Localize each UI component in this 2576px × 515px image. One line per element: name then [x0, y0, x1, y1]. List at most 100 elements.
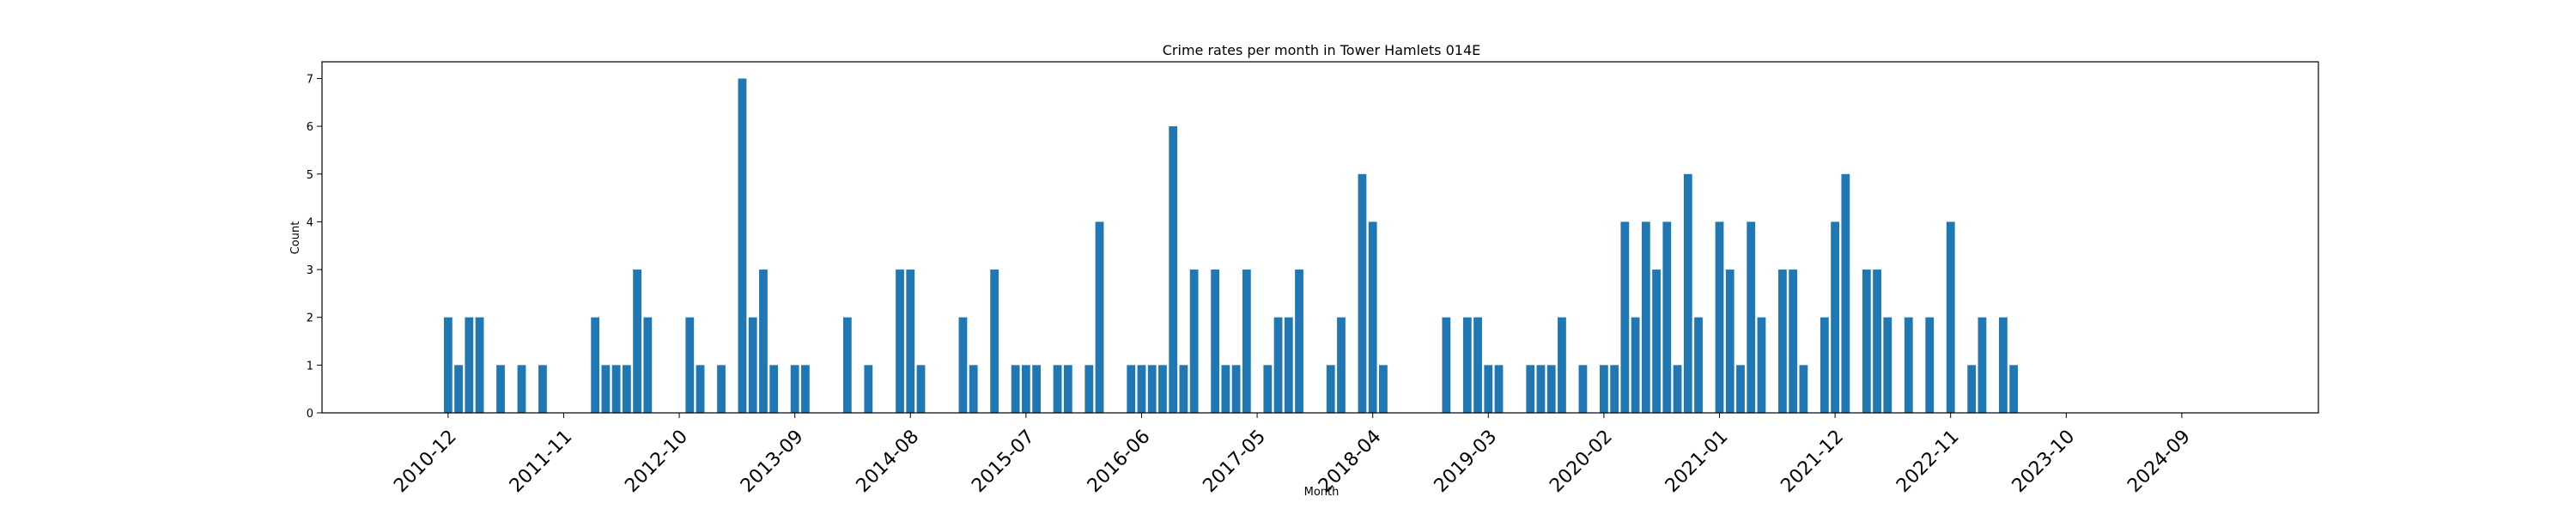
- xtick-label: 2023-10: [2008, 426, 2080, 497]
- bar-2011-02: [465, 317, 474, 413]
- bar-2012-04: [611, 365, 621, 413]
- bar-2019-08: [1536, 365, 1546, 413]
- bar-2021-03: [1736, 365, 1745, 413]
- bar-2020-07: [1652, 270, 1661, 413]
- bar-2013-04: [738, 78, 747, 413]
- bar-2020-09: [1673, 365, 1682, 413]
- ytick-label: 7: [307, 73, 313, 86]
- bar-2015-08: [1032, 365, 1041, 413]
- bar-2015-07: [1021, 365, 1030, 413]
- bar-2015-04: [990, 270, 999, 413]
- bar-2010-12: [443, 317, 453, 413]
- bar-2012-02: [591, 317, 600, 413]
- bar-2016-08: [1158, 365, 1167, 413]
- bar-2015-10: [1053, 365, 1062, 413]
- bar-2019-01: [1462, 317, 1472, 413]
- bar-2018-04: [1368, 221, 1377, 413]
- bar-2023-01: [1967, 365, 1977, 413]
- bar-2020-11: [1694, 317, 1703, 413]
- bar-2013-05: [748, 317, 757, 413]
- xtick-label: 2021-12: [1777, 426, 1848, 497]
- bar-2015-01: [958, 317, 968, 413]
- bar-2012-06: [633, 270, 641, 413]
- bar-2020-05: [1631, 317, 1640, 413]
- bar-2016-09: [1169, 126, 1178, 413]
- bar-2016-07: [1147, 365, 1157, 413]
- ytick-label: 2: [307, 312, 313, 325]
- bars: [443, 78, 2019, 413]
- bar-2011-07: [517, 365, 526, 413]
- bar-2014-04: [864, 365, 873, 413]
- bar-2016-10: [1179, 365, 1188, 413]
- ytick-label: 0: [307, 408, 313, 421]
- bar-2013-09: [790, 365, 799, 413]
- bar-2021-08: [1789, 270, 1798, 413]
- xtick-label: 2024-09: [2123, 426, 2195, 497]
- bar-2023-04: [1999, 317, 2008, 413]
- bar-2017-02: [1221, 365, 1230, 413]
- bar-2011-05: [496, 365, 505, 413]
- bar-2017-01: [1211, 270, 1220, 413]
- bar-2022-11: [1946, 221, 1955, 413]
- xtick-label: 2015-07: [968, 426, 1039, 497]
- bar-2012-03: [601, 365, 611, 413]
- bar-2017-03: [1231, 365, 1241, 413]
- bar-2020-10: [1683, 173, 1692, 413]
- bar-2020-08: [1662, 221, 1672, 413]
- bar-2017-12: [1326, 365, 1335, 413]
- xtick-label: 2022-11: [1893, 426, 1964, 497]
- bar-2019-12: [1578, 365, 1588, 413]
- bar-2011-09: [538, 365, 547, 413]
- bar-2015-11: [1063, 365, 1072, 413]
- bar-2021-12: [1831, 221, 1839, 413]
- bar-2016-06: [1137, 365, 1146, 413]
- bar-2015-06: [1011, 365, 1020, 413]
- bar-2020-06: [1641, 221, 1650, 413]
- xtick-label: 2012-10: [621, 426, 692, 497]
- ytick-label: 5: [307, 169, 313, 182]
- bar-2016-11: [1189, 270, 1199, 413]
- bar-2017-09: [1295, 270, 1303, 413]
- bar-2012-11: [685, 317, 695, 413]
- bar-2014-07: [896, 270, 904, 413]
- bar-2016-05: [1127, 365, 1136, 413]
- bar-2019-03: [1484, 365, 1493, 413]
- bar-2022-05: [1883, 317, 1893, 413]
- bar-2012-07: [643, 317, 653, 413]
- bar-2020-03: [1610, 365, 1619, 413]
- bar-2021-02: [1725, 270, 1735, 413]
- bar-2022-07: [1904, 317, 1913, 413]
- plot-frame: [321, 61, 2319, 414]
- bar-2018-05: [1379, 365, 1388, 413]
- y-axis-label: Count: [289, 221, 302, 255]
- bar-2022-01: [1841, 173, 1850, 413]
- xtick-label: 2016-06: [1084, 426, 1155, 497]
- bar-2023-05: [2009, 365, 2019, 413]
- xtick-label: 2017-05: [1199, 426, 1270, 497]
- xtick-label: 2013-09: [737, 426, 808, 497]
- bar-2021-09: [1799, 365, 1808, 413]
- bar-2016-01: [1084, 365, 1094, 413]
- ytick-label: 6: [307, 121, 313, 134]
- xtick-label: 2020-02: [1546, 426, 1617, 497]
- bar-2016-02: [1095, 221, 1104, 413]
- bar-2013-06: [759, 270, 768, 413]
- bar-2022-03: [1862, 270, 1871, 413]
- xtick-label: 2011-11: [506, 426, 577, 497]
- bar-2013-07: [769, 365, 779, 413]
- bar-2012-12: [696, 365, 705, 413]
- bar-2020-04: [1620, 221, 1630, 413]
- chart-title: Crime rates per month in Tower Hamlets 0…: [1163, 42, 1480, 58]
- bar-2011-01: [454, 365, 463, 413]
- bar-2019-09: [1546, 365, 1556, 413]
- bar-2014-08: [906, 270, 915, 413]
- xtick-label: 2021-01: [1662, 426, 1733, 497]
- bar-2022-09: [1925, 317, 1935, 413]
- bar-2021-11: [1820, 317, 1829, 413]
- bar-2020-02: [1600, 365, 1608, 413]
- bar-2021-05: [1757, 317, 1766, 413]
- xtick-label: 2014-08: [853, 426, 924, 497]
- x-axis-label: Month: [1304, 486, 1340, 499]
- ytick-label: 1: [307, 360, 313, 373]
- ytick-label: 4: [307, 216, 313, 229]
